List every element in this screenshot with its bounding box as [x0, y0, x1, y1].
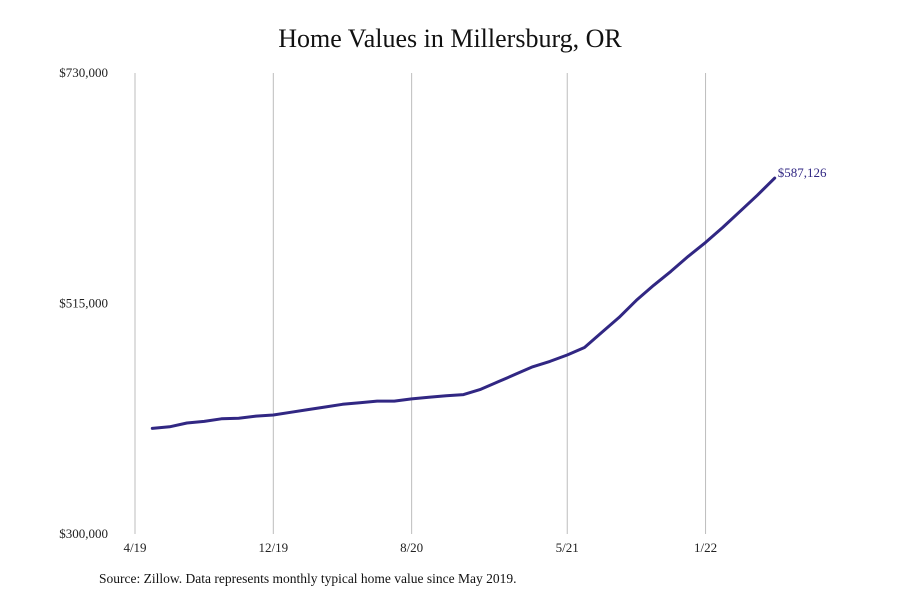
x-tick-label: 12/19: [259, 540, 289, 555]
x-tick-label: 8/20: [400, 540, 423, 555]
end-value-label: $587,126: [778, 165, 827, 180]
x-tick-label: 4/19: [123, 540, 146, 555]
x-tick-label: 1/22: [694, 540, 717, 555]
series-line: [150, 176, 777, 430]
y-tick-label: $730,000: [59, 65, 108, 80]
y-tick-label: $300,000: [59, 526, 108, 541]
x-tick-label: 5/21: [556, 540, 579, 555]
y-tick-label: $515,000: [59, 296, 108, 311]
source-note: Source: Zillow. Data represents monthly …: [99, 571, 517, 586]
chart-title: Home Values in Millersburg, OR: [278, 24, 622, 53]
